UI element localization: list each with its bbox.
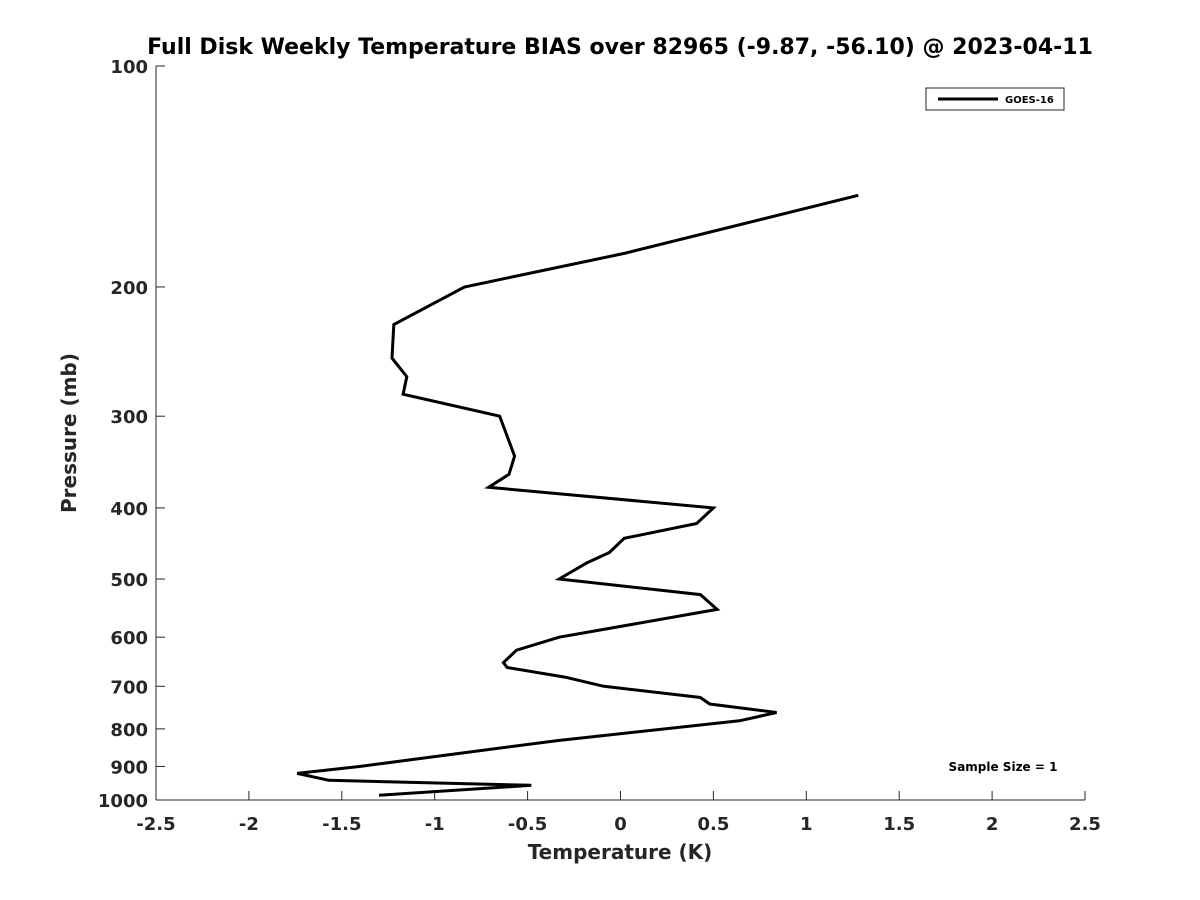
x-axis-ticks: -2.5 -2 -1.5 -1 -0.5 0 0.5 1 1.5 2 2.5 <box>136 791 1101 835</box>
x-tick-label: -1 <box>425 814 445 835</box>
x-tick-label: 2.5 <box>1069 814 1101 835</box>
y-tick-label: 700 <box>110 677 148 698</box>
x-tick-label: -2 <box>239 814 259 835</box>
legend: GOES-16 <box>925 87 1065 111</box>
y-tick-label: 800 <box>110 720 148 741</box>
y-tick-label: 100 <box>110 57 148 78</box>
y-tick-label: 200 <box>110 278 148 299</box>
x-tick-label: 0.5 <box>697 814 729 835</box>
y-axis-ticks: 100 200 300 400 500 600 700 800 900 1000 <box>98 57 165 812</box>
x-tick-label: 1.5 <box>883 814 915 835</box>
x-axis-label: Temperature (K) <box>528 840 713 864</box>
y-tick-label: 1000 <box>98 791 148 812</box>
y-tick-label: 300 <box>110 407 148 428</box>
legend-label-goes-16: GOES-16 <box>1005 95 1054 106</box>
plot-lines <box>296 193 859 797</box>
y-tick-label: 600 <box>110 628 148 649</box>
chart-title: Full Disk Weekly Temperature BIAS over 8… <box>147 35 1093 60</box>
x-tick-label: -2.5 <box>136 814 175 835</box>
y-axis-label: Pressure (mb) <box>57 353 81 513</box>
y-tick-label: 500 <box>110 570 148 591</box>
series-line-goes-16 <box>296 193 859 797</box>
x-tick-label: 1 <box>800 814 813 835</box>
x-tick-label: 2 <box>986 814 999 835</box>
x-tick-label: -0.5 <box>508 814 547 835</box>
y-tick-label: 400 <box>110 499 148 520</box>
x-tick-label: -1.5 <box>322 814 361 835</box>
sample-size-annotation: Sample Size = 1 <box>949 760 1058 774</box>
y-tick-label: 900 <box>110 757 148 778</box>
x-tick-label: 0 <box>614 814 627 835</box>
